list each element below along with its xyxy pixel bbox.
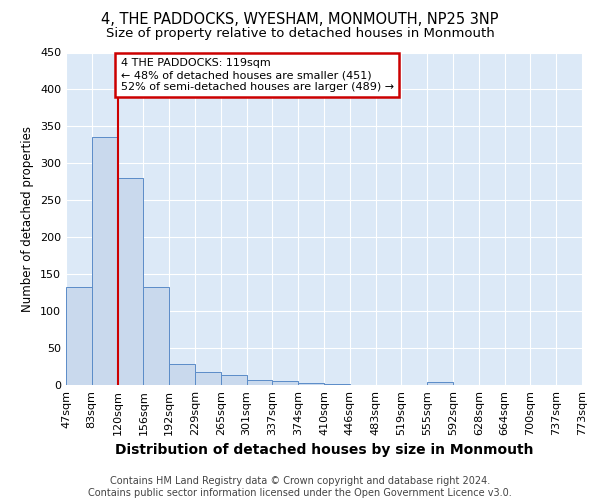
Bar <box>196 372 221 385</box>
Bar <box>221 376 247 385</box>
Bar <box>582 382 600 385</box>
Text: 4 THE PADDOCKS: 119sqm
← 48% of detached houses are smaller (451)
52% of semi-de: 4 THE PADDOCKS: 119sqm ← 48% of detached… <box>121 58 394 92</box>
Y-axis label: Number of detached properties: Number of detached properties <box>22 126 34 312</box>
Text: 4, THE PADDOCKS, WYESHAM, MONMOUTH, NP25 3NP: 4, THE PADDOCKS, WYESHAM, MONMOUTH, NP25… <box>101 12 499 28</box>
Text: Size of property relative to detached houses in Monmouth: Size of property relative to detached ho… <box>106 28 494 40</box>
Bar <box>143 286 169 385</box>
Bar <box>169 364 196 385</box>
Bar <box>427 382 454 385</box>
Bar <box>92 138 118 385</box>
X-axis label: Distribution of detached houses by size in Monmouth: Distribution of detached houses by size … <box>115 444 533 458</box>
Bar <box>272 382 298 385</box>
Bar <box>66 286 92 385</box>
Bar <box>118 178 143 385</box>
Bar <box>247 380 272 385</box>
Bar <box>298 383 324 385</box>
Text: Contains HM Land Registry data © Crown copyright and database right 2024.
Contai: Contains HM Land Registry data © Crown c… <box>88 476 512 498</box>
Bar <box>324 384 350 385</box>
